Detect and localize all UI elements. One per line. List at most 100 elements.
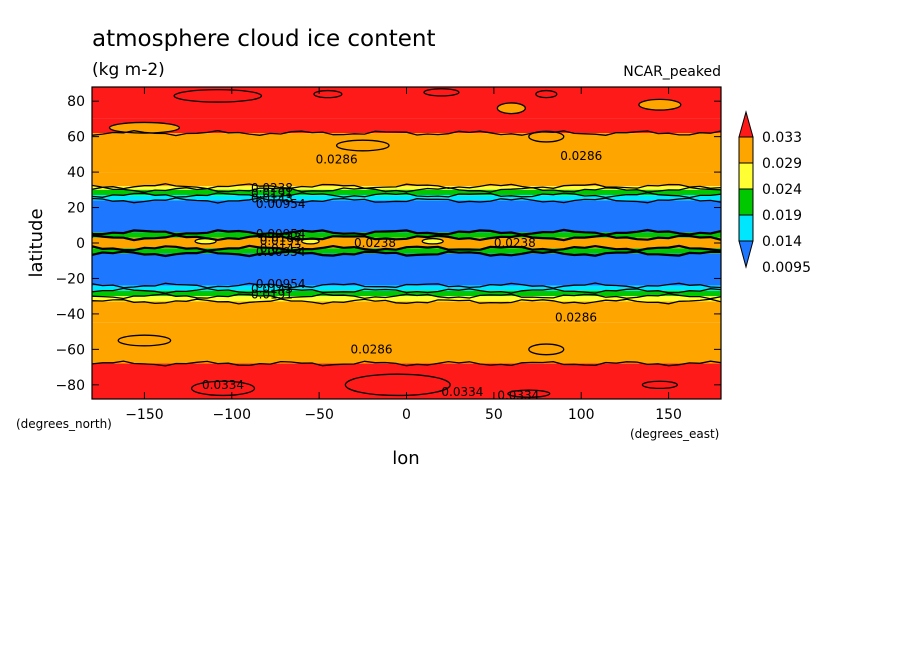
field-patch-5 — [638, 98, 682, 111]
source-label: NCAR_peaked — [623, 64, 721, 80]
field-patch-8 — [528, 130, 565, 143]
y-tick-label-40: 40 — [67, 165, 85, 181]
colorbar-under-arrow — [738, 240, 754, 269]
contour-label-3: 0.0191 — [251, 186, 293, 200]
contour-label-9: 0.0238 — [354, 236, 396, 250]
contour-label-0: 0.0286 — [316, 153, 358, 167]
field-patch-7 — [335, 139, 390, 152]
lat-band-16 — [92, 322, 721, 364]
field-patch-2 — [423, 88, 460, 97]
contour-label-14: 0.0143 — [251, 282, 293, 296]
contour-label-15: 0.0191 — [251, 287, 293, 301]
contour-label-5: 0.00954 — [256, 197, 306, 211]
field-patch-9 — [190, 380, 256, 397]
contour-line-8 — [92, 234, 721, 242]
colorbar-label-2: 0.024 — [762, 182, 802, 198]
lat-band-11 — [92, 253, 721, 286]
colorbar-over-arrow — [738, 110, 754, 138]
contour-label-17: 0.0286 — [351, 342, 393, 356]
field-patch-4 — [496, 102, 526, 115]
lat-band-1 — [92, 118, 721, 134]
y-tick-label-80: 80 — [67, 94, 85, 110]
y-tick-label-20: 20 — [67, 201, 85, 217]
lat-band-12 — [92, 285, 721, 291]
contour-label-7: 0.0143 — [260, 231, 302, 245]
colorbar-label-1: 0.029 — [762, 156, 802, 172]
contour-line-10 — [92, 250, 721, 258]
contour-label-6: 0.00954 — [256, 227, 306, 241]
y-tick-label-0: 0 — [76, 236, 85, 252]
colorbar-segment-1 — [738, 162, 754, 190]
lat-band-9 — [92, 237, 721, 249]
field-patch-10 — [344, 373, 451, 397]
field-patch-11 — [507, 389, 551, 398]
lat-band-13 — [92, 290, 721, 297]
field-patch-3 — [535, 89, 558, 99]
lat-band-8 — [92, 232, 721, 238]
contour-label-12: 0.00954 — [256, 245, 306, 259]
contour-lines — [92, 130, 721, 367]
contour-labels: 0.0286 0.02860.02380.01910.01430.009540.0… — [202, 149, 602, 402]
contour-label-19: 0.0334 — [441, 385, 483, 399]
x-axis-label: lon — [392, 448, 419, 469]
x-tick-label-0: 0 — [402, 407, 411, 423]
y-units-label: (degrees_north) — [16, 417, 112, 431]
contour-line-9 — [92, 244, 721, 252]
colorbar-segment-2 — [738, 188, 754, 216]
x-units-label: (degrees_east) — [630, 427, 719, 441]
lat-band-14 — [92, 296, 721, 302]
contour-line-4 — [92, 186, 721, 193]
contour-line-7 — [92, 228, 721, 236]
contour-line-5 — [92, 192, 721, 199]
contour-label-4: 0.0143 — [251, 192, 293, 206]
contour-label-2: 0.0238 — [251, 181, 293, 195]
contour-label-1: 0.0286 — [560, 149, 602, 163]
colorbar-segment-0 — [738, 136, 754, 164]
x-axis: −150 −100 −50 0 50 100 150 — [125, 87, 682, 423]
contour-label-18: 0.0334 — [202, 378, 244, 392]
x-tick-label-100: 100 — [568, 407, 595, 423]
y-tick-label--20: −20 — [55, 271, 85, 287]
field-patch-0 — [173, 89, 263, 103]
contour-line-14 — [92, 298, 721, 305]
x-tick-label--50: −50 — [304, 407, 334, 423]
lat-band-10 — [92, 248, 721, 254]
field-patch-14 — [528, 343, 565, 356]
contour-line-1 — [92, 130, 721, 137]
contour-line-13 — [92, 293, 721, 300]
colorbar-label-3: 0.019 — [762, 208, 802, 224]
y-tick-label--40: −40 — [55, 307, 85, 323]
contour-line-12 — [92, 287, 721, 294]
colorbar-label-0: 0.033 — [762, 130, 802, 146]
chart-title: atmosphere cloud ice content — [92, 26, 435, 52]
contour-line-11 — [92, 282, 721, 289]
colorbar: 0.033 0.029 0.024 0.019 0.014 0.0095 — [738, 110, 811, 276]
field-patch-6 — [108, 121, 181, 134]
x-tick-label-150: 150 — [655, 407, 682, 423]
lat-band-3 — [92, 172, 721, 187]
contour-label-16: 0.0286 — [555, 310, 597, 324]
contour-line-16 — [92, 360, 721, 367]
field-patch-17 — [421, 237, 444, 245]
x-tick-label--100: −100 — [213, 407, 251, 423]
contour-line-6 — [92, 197, 721, 204]
lat-band-15 — [92, 301, 721, 323]
contour-label-10: 0.0238 — [494, 236, 536, 250]
cloud-ice-field — [92, 87, 721, 399]
contour-label-8: 0.0191 — [260, 234, 302, 248]
contour-label-13: 0.00954 — [256, 277, 306, 291]
x-tick-label-50: 50 — [485, 407, 503, 423]
field-patch-12 — [641, 380, 678, 390]
colorbar-label-5: 0.0095 — [762, 260, 811, 276]
x-tick-label--150: −150 — [125, 407, 163, 423]
field-patch-1 — [313, 89, 343, 99]
lat-band-4 — [92, 186, 721, 190]
y-axis: 80 60 40 20 0 −20 −40 −60 −80 — [55, 94, 721, 394]
chart-subtitle: (kg m-2) — [92, 60, 165, 80]
lat-band-2 — [92, 133, 721, 173]
y-tick-label--80: −80 — [55, 378, 85, 394]
contour-line-3 — [92, 183, 721, 190]
lat-band-5 — [92, 189, 721, 196]
contour-label-20: 0.0334 — [497, 388, 539, 402]
